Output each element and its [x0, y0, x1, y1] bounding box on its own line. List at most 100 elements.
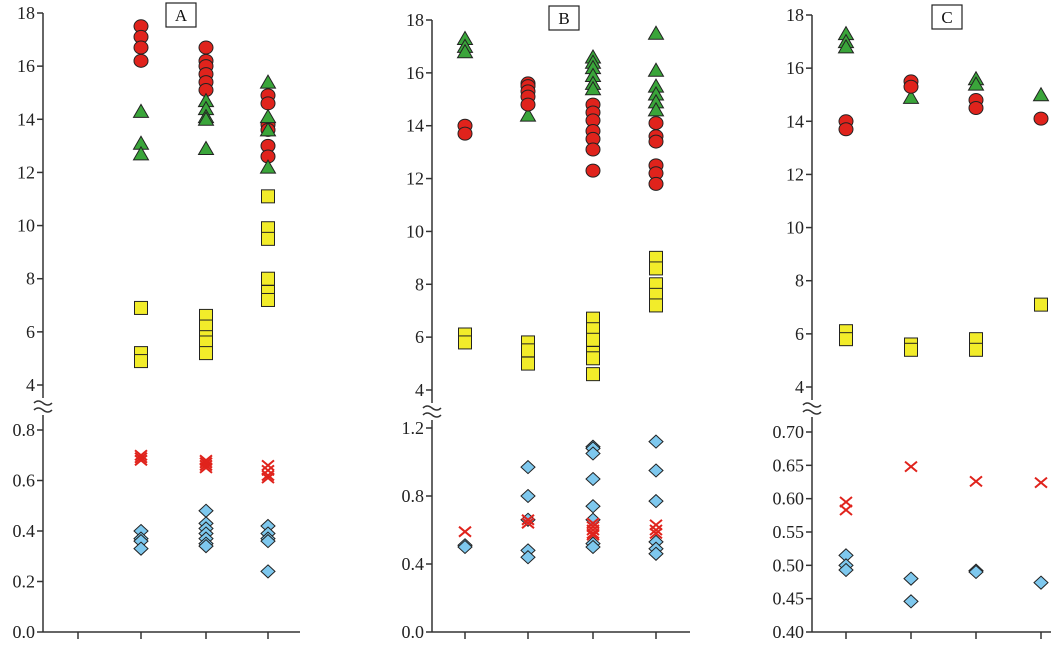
y-tick-label: 10: [786, 218, 804, 238]
data-point-triangle: [456, 43, 474, 59]
data-point-circle: [198, 40, 214, 55]
data-point-triangle: [197, 140, 215, 156]
y-tick-label: 8: [795, 271, 804, 291]
y-tick-label: 0.6: [13, 471, 36, 491]
series-square: [134, 189, 275, 369]
y-tick-label: 0.45: [773, 589, 805, 609]
y-tick-label: 0.4: [13, 521, 36, 541]
panel-label: A: [175, 6, 188, 25]
y-tick-label: 8: [415, 274, 424, 294]
y-tick-label: 16: [17, 56, 35, 76]
data-point-circle: [1033, 111, 1049, 126]
data-point-circle: [585, 142, 601, 157]
y-tick-label: 0.40: [773, 622, 805, 642]
data-point-circle: [585, 163, 601, 178]
y-tick-label: 10: [17, 216, 35, 236]
data-point-square: [586, 351, 600, 366]
series-square: [839, 297, 1048, 357]
data-point-triangle: [902, 89, 920, 104]
y-tick-label: 12: [406, 169, 424, 189]
data-point-diamond: [903, 571, 919, 586]
y-tick-label: 12: [17, 162, 35, 182]
y-tick-label: 0.2: [13, 572, 36, 592]
data-point-diamond: [648, 463, 664, 478]
data-point-cross: [521, 514, 535, 526]
data-point-cross: [261, 472, 275, 484]
data-point-cross: [261, 469, 275, 482]
series-diamond: [838, 548, 1049, 609]
data-point-cross: [199, 459, 213, 472]
data-point-square: [839, 332, 853, 347]
data-point-diamond: [520, 459, 536, 475]
panel-label-box: [931, 4, 963, 30]
data-point-diamond: [198, 538, 214, 554]
data-point-diamond: [648, 546, 664, 561]
data-point-circle: [648, 134, 664, 149]
data-point-diamond: [260, 533, 276, 549]
data-point-square: [521, 343, 535, 358]
series-circle: [457, 76, 664, 191]
panel-label: B: [558, 9, 569, 28]
panel-c: 4 6 8 10 12 14 16 18 0.40 0.45 0.50 0.55 0.60 0.65 0.7…: [773, 4, 1051, 642]
data-point-diamond: [648, 493, 664, 509]
data-point-diamond: [260, 564, 276, 579]
y-tick-label: 6: [26, 322, 35, 342]
data-point-diamond: [585, 471, 601, 487]
data-point-diamond: [133, 541, 149, 556]
data-point-cross: [261, 459, 275, 472]
panel-label: C: [941, 8, 952, 27]
data-point-square: [199, 346, 213, 361]
data-point-triangle: [259, 121, 277, 137]
data-point-triangle: [837, 38, 855, 54]
y-tick-label: 0.0: [402, 622, 425, 642]
data-point-square: [521, 356, 535, 371]
data-point-triangle: [519, 107, 537, 122]
data-point-triangle: [1032, 86, 1050, 102]
data-point-triangle: [647, 25, 665, 40]
data-point-cross: [586, 529, 600, 541]
data-point-square: [586, 332, 600, 347]
panel-a: 4 6 8 10 12 14 16 18 0.0 0.2 0.4 0.6 0.8 A: [13, 2, 300, 642]
data-point-triangle: [647, 101, 665, 117]
data-point-triangle: [197, 111, 215, 126]
data-point-square: [586, 367, 600, 382]
data-point-cross: [586, 524, 600, 536]
axis-break-mark: [802, 402, 822, 415]
y-tick-label: 4: [415, 380, 424, 400]
y-tick-label: 4: [795, 377, 804, 397]
data-point-square: [261, 271, 275, 286]
y-tick-label: 0.4: [402, 554, 425, 574]
series-circle: [133, 19, 276, 164]
series-diamond: [133, 503, 276, 579]
data-point-square: [904, 342, 918, 357]
series-cross: [458, 514, 663, 541]
series-circle: [838, 74, 1049, 137]
y-tick-label: 0.8: [13, 420, 36, 440]
data-point-circle: [520, 97, 536, 112]
data-point-cross: [134, 449, 148, 462]
y-tick-label: 18: [406, 10, 424, 30]
series-diamond: [457, 434, 664, 565]
series-triangle: [837, 25, 1050, 104]
data-point-square: [1034, 297, 1048, 312]
panel-label-box: [165, 2, 197, 28]
data-point-cross: [134, 454, 148, 467]
data-point-cross: [839, 504, 853, 516]
y-tick-label: 4: [26, 375, 35, 395]
y-tick-label: 6: [415, 327, 424, 347]
data-point-diamond: [903, 594, 919, 609]
data-point-square: [261, 189, 275, 204]
data-point-triangle: [259, 159, 277, 174]
data-point-square: [649, 298, 663, 313]
axis-break-mark: [33, 400, 53, 413]
data-point-diamond: [520, 550, 536, 565]
y-tick-label: 18: [786, 5, 804, 25]
data-point-diamond: [648, 434, 664, 449]
panel-b: 4 6 8 10 12 14 16 18 0.0 0.4 0.8 1.2 B: [402, 5, 690, 642]
y-tick-label: 6: [795, 324, 804, 344]
data-point-cross: [1034, 476, 1048, 489]
data-point-circle: [838, 122, 854, 137]
data-point-diamond: [585, 499, 601, 514]
data-point-triangle: [259, 74, 277, 89]
